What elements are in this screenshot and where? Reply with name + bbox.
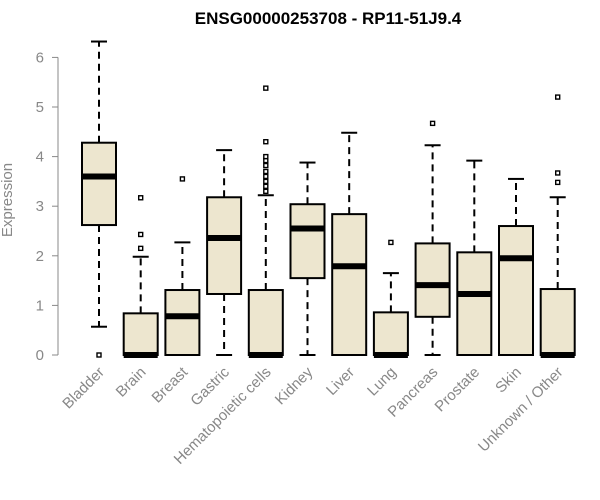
y-axis-label: Expression: [0, 163, 16, 237]
x-tick-label: Skin: [492, 364, 525, 397]
box-9: [456, 159, 493, 356]
iqr-box: [247, 289, 284, 356]
box-2: [164, 176, 201, 356]
box-10: [498, 177, 534, 356]
box-1: [122, 195, 159, 358]
outlier-point: [263, 168, 269, 175]
iqr-box: [498, 225, 534, 356]
iqr-box: [456, 251, 493, 356]
outlier-point: [263, 139, 269, 145]
outlier-point: [263, 162, 269, 169]
y-axis: 0 1 2 3 4 5 6: [36, 49, 59, 364]
outlier-point: [137, 195, 144, 201]
box-8: [414, 120, 451, 356]
box-11: [539, 94, 576, 358]
y-tick-label: 5: [36, 99, 44, 116]
iqr-box: [289, 203, 326, 280]
iqr-box: [81, 141, 117, 227]
y-tick-label: 4: [36, 149, 44, 166]
box-0: [81, 40, 117, 358]
outlier-point: [263, 188, 269, 195]
y-tick-label: 1: [36, 297, 44, 314]
x-tick-label: Liver: [323, 364, 358, 399]
y-tick-label: 6: [36, 49, 44, 66]
outlier-point: [137, 245, 144, 252]
outlier-point: [263, 153, 269, 160]
x-tick-label: Lung: [364, 364, 400, 400]
y-tick-label: 0: [36, 347, 44, 364]
iqr-box: [414, 242, 451, 318]
iqr-box: [331, 213, 368, 356]
outlier-point: [263, 178, 269, 185]
iqr-box: [122, 312, 159, 356]
outlier-point: [263, 85, 269, 91]
iqr-box: [206, 196, 243, 295]
x-tick-label: Bladder: [59, 364, 108, 413]
outlier-point: [137, 231, 144, 238]
box-6: [331, 131, 368, 356]
x-tick-label: Prostate: [432, 364, 484, 416]
x-tick-label: Breast: [149, 363, 192, 406]
x-tick-label: Kidney: [272, 363, 317, 408]
box-4: [247, 85, 284, 358]
box-3: [206, 149, 243, 356]
iqr-box: [372, 311, 409, 356]
iqr-box: [164, 289, 201, 356]
outlier-point: [179, 176, 186, 182]
box-7: [372, 239, 409, 358]
y-tick-label: 2: [36, 248, 44, 265]
y-tick-label: 3: [36, 198, 44, 215]
boxes-group: [81, 40, 576, 358]
outlier-point: [96, 352, 102, 358]
outlier-point: [429, 120, 436, 127]
chart-title: ENSG00000253708 - RP11-51J9.4: [195, 9, 462, 28]
outlier-point: [263, 173, 269, 180]
box-5: [289, 161, 326, 356]
outlier-point: [263, 183, 269, 190]
outlier-point: [555, 170, 561, 176]
iqr-box: [539, 288, 576, 357]
outlier-point: [555, 94, 561, 100]
outlier-point: [388, 239, 394, 246]
outlier-point: [555, 179, 561, 186]
x-tick-label: Brain: [113, 364, 150, 401]
